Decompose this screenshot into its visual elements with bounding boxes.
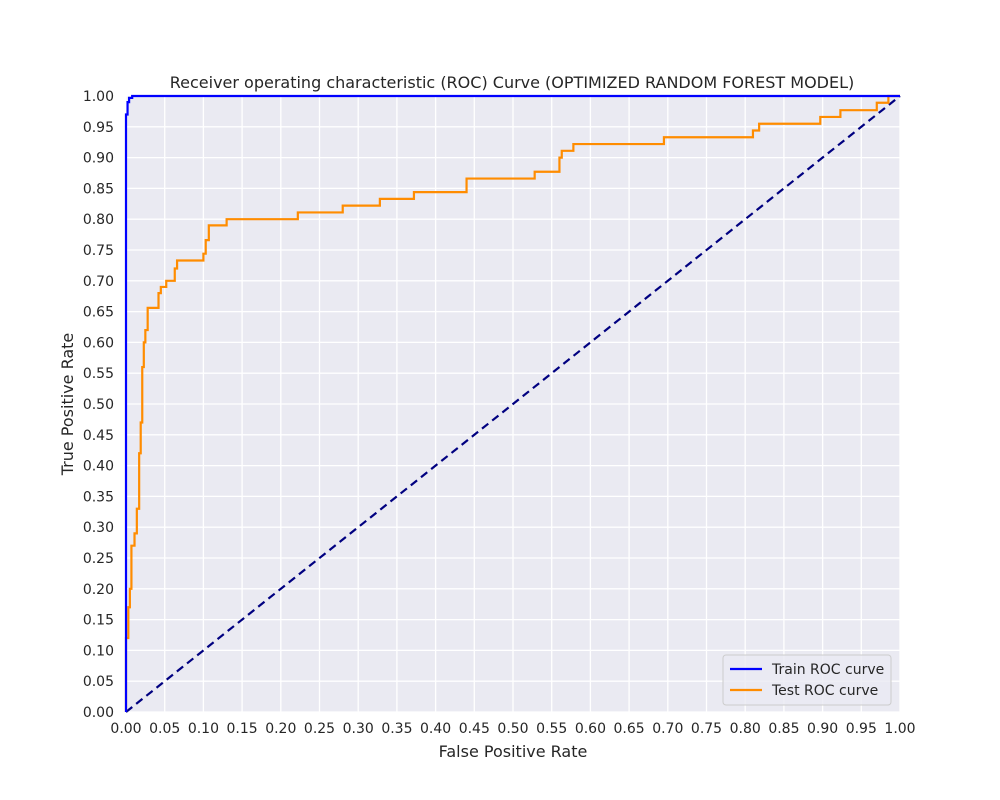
- y-tick-label: 0.95: [83, 120, 114, 136]
- x-tick-label: 0.20: [265, 721, 296, 737]
- x-tick-label: 0.15: [227, 721, 258, 737]
- legend: Train ROC curve Test ROC curve: [722, 654, 892, 706]
- x-tick-label: 0.30: [343, 721, 374, 737]
- x-tick-label: 0.70: [652, 721, 683, 737]
- y-tick-label: 0.80: [83, 212, 114, 228]
- legend-label-test: Test ROC curve: [771, 683, 878, 699]
- y-tick-label: 0.25: [83, 551, 114, 567]
- x-tick-label: 0.55: [536, 721, 567, 737]
- x-tick-label: 1.00: [884, 721, 915, 737]
- y-tick-label: 0.00: [83, 705, 114, 721]
- y-tick-label: 0.10: [83, 643, 114, 659]
- y-tick-label: 0.45: [83, 428, 114, 444]
- y-tick-label: 0.15: [83, 613, 114, 629]
- legend-label-train: Train ROC curve: [771, 662, 884, 678]
- y-tick-label: 0.55: [83, 366, 114, 382]
- y-tick-label: 0.85: [83, 181, 114, 197]
- x-tick-label: 0.90: [807, 721, 838, 737]
- y-tick-label: 0.05: [83, 674, 114, 690]
- x-tick-label: 0.05: [149, 721, 180, 737]
- x-axis-label: False Positive Rate: [439, 742, 588, 761]
- y-tick-labels: 0.00 0.05 0.10 0.15 0.20 0.25 0.30 0.35 0.40 0.45…: [83, 89, 114, 721]
- y-tick-label: 0.75: [83, 243, 114, 259]
- series-layer: [124, 94, 901, 713]
- y-tick-label: 0.20: [83, 582, 114, 598]
- y-tick-label: 0.70: [83, 274, 114, 290]
- x-tick-label: 0.50: [497, 721, 528, 737]
- x-tick-label: 0.00: [110, 721, 141, 737]
- y-tick-label: 0.60: [83, 335, 114, 351]
- y-tick-label: 0.50: [83, 397, 114, 413]
- x-tick-label: 0.95: [846, 721, 877, 737]
- x-tick-label: 0.80: [730, 721, 761, 737]
- y-tick-label: 0.35: [83, 489, 114, 505]
- y-tick-label: 0.65: [83, 305, 114, 321]
- x-tick-label: 0.45: [459, 721, 490, 737]
- x-tick-label: 0.40: [420, 721, 451, 737]
- y-tick-label: 1.00: [83, 89, 114, 105]
- x-tick-label: 0.60: [575, 721, 606, 737]
- train-roc-line: [124, 94, 900, 712]
- x-tick-label: 0.65: [614, 721, 645, 737]
- y-axis-label: True Positive Rate: [58, 333, 77, 477]
- y-tick-label: 0.40: [83, 459, 114, 475]
- x-tick-label: 0.10: [188, 721, 219, 737]
- x-tick-label: 0.85: [768, 721, 799, 737]
- x-tick-label: 0.25: [304, 721, 335, 737]
- chance-line: [125, 95, 901, 713]
- x-tick-labels: 0.00 0.05 0.10 0.15 0.20 0.25 0.30 0.35 0.40 0.45…: [110, 721, 915, 737]
- x-tick-label: 0.35: [381, 721, 412, 737]
- y-tick-label: 0.90: [83, 151, 114, 167]
- y-tick-label: 0.30: [83, 520, 114, 536]
- x-tick-label: 0.75: [691, 721, 722, 737]
- test-roc-line: [124, 94, 900, 712]
- chart-title: Receiver operating characteristic (ROC) …: [170, 73, 855, 92]
- legend-box: [722, 654, 892, 706]
